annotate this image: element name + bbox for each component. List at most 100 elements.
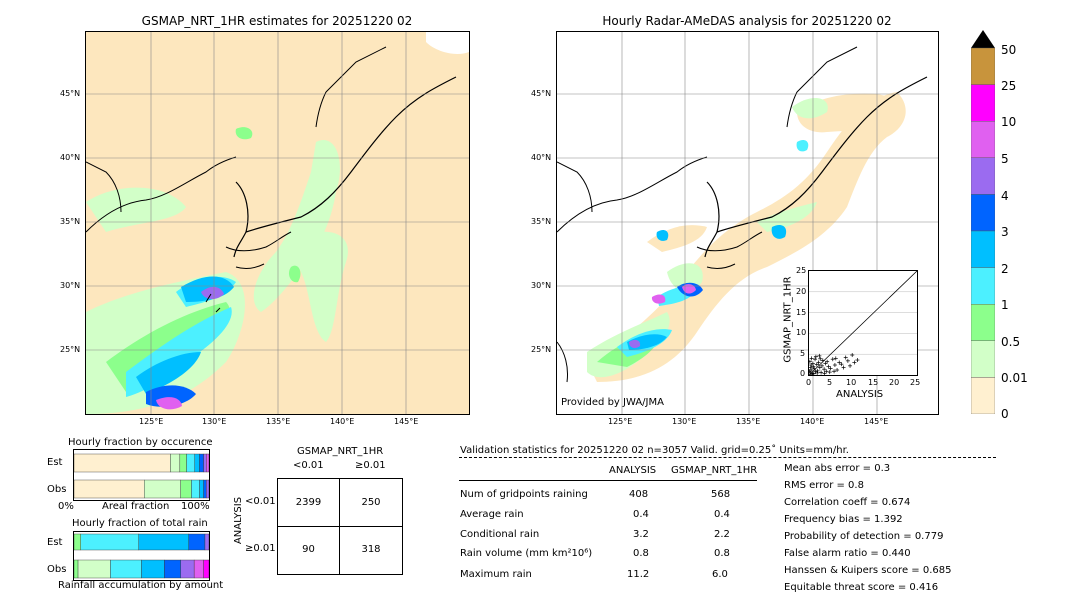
occ-obs-segment-1: [143, 479, 181, 499]
score-1: RMS error = 0.8: [784, 480, 864, 491]
left-lat-45: 45°N: [60, 89, 81, 98]
colorbar-band-7: [970, 304, 996, 342]
colorbar-band-5: [970, 230, 996, 268]
colorbar-band-2: [970, 120, 996, 158]
scatter-point: [808, 365, 813, 370]
occ-est-segment-5: [199, 453, 204, 473]
scatter-point: [835, 368, 840, 373]
occ-est-segment-1: [170, 453, 181, 473]
occ-est-segment-7: [206, 453, 210, 473]
scatter-diagonal: [808, 270, 918, 376]
scatter-point: [809, 363, 814, 368]
scatter-ylabel: GSMAP_NRT_1HR: [782, 276, 794, 363]
right-lon-125: 125°E: [608, 417, 633, 426]
colorbar-label-0: 0: [1001, 407, 1009, 421]
score-4: Probability of detection = 0.779: [784, 531, 944, 542]
val-row-2-gsmap: 2.2: [714, 529, 730, 540]
occ-obs-segment-0: [73, 479, 145, 499]
scatter-ytick-25: 25: [796, 266, 807, 275]
val-row-1-analysis: 0.4: [633, 509, 649, 520]
scatter-point: [814, 362, 819, 367]
scatter-plot: [807, 270, 918, 377]
occ-est-segment-6: [203, 453, 207, 473]
colorbar: [970, 30, 996, 415]
right-lon-140: 140°E: [800, 417, 825, 426]
scatter-ytick-5: 5: [800, 349, 806, 358]
left-lon-130: 130°E: [202, 417, 227, 426]
tot-obs-segment-7: [203, 559, 210, 579]
fraction-total-obs-label: Obs: [47, 564, 67, 575]
score-2: Correlation coeff = 0.674: [784, 497, 911, 508]
scatter-canvas: [807, 270, 918, 377]
occ-est-segment-2: [179, 453, 187, 473]
colorbar-label-10: 10: [1001, 115, 1017, 129]
fraction-occurrence-title: Hourly fraction by occurence: [68, 437, 213, 448]
val-row-2-analysis: 3.2: [633, 529, 649, 540]
colorbar-band-1: [970, 84, 996, 122]
right-lat-45: 45°N: [531, 89, 552, 98]
scatter-point: [841, 365, 846, 370]
scatter-point: [827, 370, 832, 375]
scatter-point: [839, 362, 844, 367]
validation-col-analysis: ANALYSIS: [609, 465, 657, 476]
val-row-1-gsmap: 0.4: [714, 509, 730, 520]
colorbar-label-50: 50: [1001, 43, 1017, 57]
validation-col-gsmap: GSMAP_NRT_1HR: [671, 465, 758, 476]
right-lat-25: 25°N: [531, 345, 552, 354]
contingency-col-1: ≥0.01: [355, 460, 386, 471]
score-3: Frequency bias = 1.392: [784, 514, 903, 525]
val-row-2-label: Conditional rain: [460, 529, 540, 540]
val-row-3-gsmap: 0.8: [714, 548, 730, 559]
occ-obs-segment-5: [203, 479, 207, 499]
scatter-ytick-10: 10: [796, 328, 807, 337]
scatter-point: [850, 353, 855, 358]
cell-00: 2399: [295, 497, 322, 508]
score-7: Equitable threat score = 0.416: [784, 582, 939, 593]
occ-est-segment-0: [73, 453, 171, 473]
right-map-title: Hourly Radar-AMeDAS analysis for 2025122…: [602, 14, 892, 28]
scatter-point: [807, 369, 812, 374]
occ-obs-segment-2: [180, 479, 192, 499]
colorbar-band-4: [970, 194, 996, 232]
scatter-xlabel: ANALYSIS: [836, 389, 884, 400]
scatter-point: [812, 366, 817, 371]
fraction-occurrence-est-label: Est: [47, 457, 63, 468]
left-lat-40: 40°N: [60, 153, 81, 162]
scatter-point: [826, 364, 831, 369]
val-row-4-label: Maximum rain: [460, 569, 532, 580]
scatter-point: [817, 365, 822, 370]
fraction-total-title: Hourly fraction of total rain: [72, 518, 208, 529]
scatter-point: [813, 357, 818, 362]
scatter-point: [852, 360, 857, 365]
colorbar-label-1: 1: [1001, 298, 1009, 312]
scatter-ytick-20: 20: [796, 287, 807, 296]
scatter-point: [807, 359, 812, 364]
left-lat-35: 35°N: [60, 217, 81, 226]
fraction-total-canvas: [73, 533, 210, 579]
colorbar-label-0.01: 0.01: [1001, 371, 1028, 385]
tot-est-segment-2: [138, 533, 189, 551]
scatter-point: [822, 367, 827, 372]
scatter-xtick-0: 0: [806, 378, 812, 387]
left-lon-125: 125°E: [139, 417, 164, 426]
score-0: Mean abs error = 0.3: [784, 463, 891, 474]
fraction-axis-mid: Areal fraction: [102, 501, 170, 512]
scatter-point: [832, 363, 837, 368]
scatter-point: [815, 370, 820, 375]
occ-est-segment-3: [186, 453, 195, 473]
scatter-point: [828, 366, 833, 371]
contingency-row-1: ≥0.01: [245, 543, 276, 554]
colorbar-band-3: [970, 157, 996, 195]
fraction-occurrence-obs-label: Obs: [47, 484, 67, 495]
scatter-point: [825, 359, 830, 364]
right-lat-30: 30°N: [531, 281, 552, 290]
scatter-point: [848, 363, 853, 368]
colorbar-label-2: 2: [1001, 262, 1009, 276]
tot-obs-segment-0: [73, 559, 79, 579]
scatter-point: [818, 356, 823, 361]
right-lon-145: 145°E: [864, 417, 889, 426]
fraction-occurrence-chart: [73, 449, 210, 501]
occ-est-segment-4: [194, 453, 200, 473]
scatter-xtick-20: 20: [889, 378, 900, 387]
scatter-point: [811, 364, 816, 369]
